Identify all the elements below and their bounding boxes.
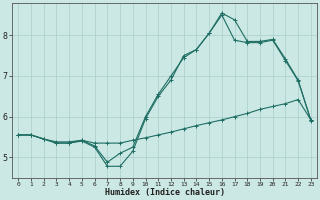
X-axis label: Humidex (Indice chaleur): Humidex (Indice chaleur) bbox=[105, 188, 225, 197]
